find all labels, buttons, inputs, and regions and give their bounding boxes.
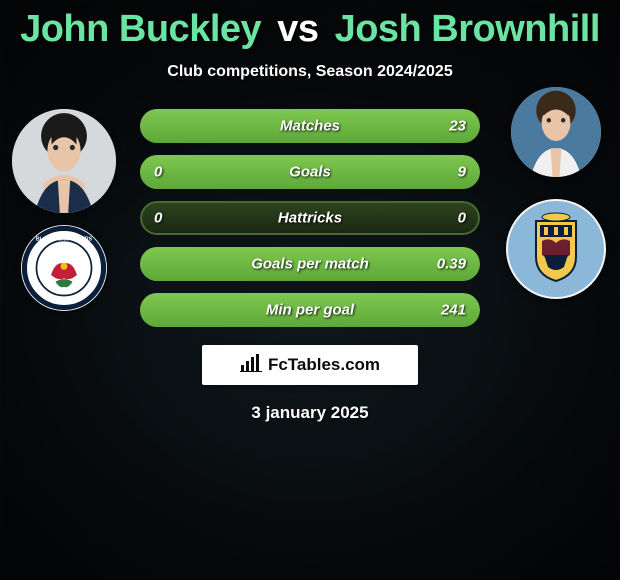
title-player1: John Buckley xyxy=(20,8,261,50)
player-josh-brownhill-avatar xyxy=(511,87,601,177)
title-player2: Josh Brownhill xyxy=(335,8,600,50)
stat-value-right: 0 xyxy=(458,210,466,227)
svg-text:BLACKBURN ROVERS: BLACKBURN ROVERS xyxy=(36,236,93,242)
stat-label: Goals xyxy=(289,164,331,181)
stat-label: Matches xyxy=(280,118,340,135)
stat-value-right: 241 xyxy=(441,302,466,319)
stat-label: Min per goal xyxy=(266,302,354,319)
blackburn-rovers-crest: BLACKBURN ROVERS ET LABORA xyxy=(21,225,107,311)
stat-bar: Matches 23 xyxy=(140,109,480,143)
bar-chart-icon xyxy=(240,354,262,377)
burnley-crest xyxy=(506,199,606,299)
title-vs: vs xyxy=(277,8,318,50)
right-column xyxy=(504,109,608,299)
date: 3 january 2025 xyxy=(0,403,620,423)
page-title: John Buckley vs Josh Brownhill xyxy=(0,8,620,51)
comparison-card: John Buckley vs Josh Brownhill Club comp… xyxy=(0,0,620,580)
stat-bar: 0 Hattricks 0 xyxy=(140,201,480,235)
stat-value-right: 0.39 xyxy=(437,256,466,273)
svg-text:ET LABORA: ET LABORA xyxy=(52,299,76,304)
stat-label: Goals per match xyxy=(251,256,369,273)
stats-column: Matches 23 0 Goals 9 0 Hattricks 0 Goals per mat… xyxy=(140,109,480,327)
branding-text: FcTables.com xyxy=(268,355,380,375)
stat-value-right: 23 xyxy=(449,118,466,135)
player-john-buckley-avatar xyxy=(12,109,116,213)
stats-area: BLACKBURN ROVERS ET LABORA Matches 23 0 Goa… xyxy=(0,109,620,327)
left-column: BLACKBURN ROVERS ET LABORA xyxy=(12,109,116,311)
branding-badge: FcTables.com xyxy=(202,345,418,385)
stat-bar: 0 Goals 9 xyxy=(140,155,480,189)
stat-label: Hattricks xyxy=(278,210,342,227)
stat-bar: Min per goal 241 xyxy=(140,293,480,327)
stat-value-left: 0 xyxy=(154,210,162,227)
stat-value-left: 0 xyxy=(154,164,162,181)
stat-value-right: 9 xyxy=(458,164,466,181)
stat-bar: Goals per match 0.39 xyxy=(140,247,480,281)
subtitle: Club competitions, Season 2024/2025 xyxy=(0,63,620,81)
